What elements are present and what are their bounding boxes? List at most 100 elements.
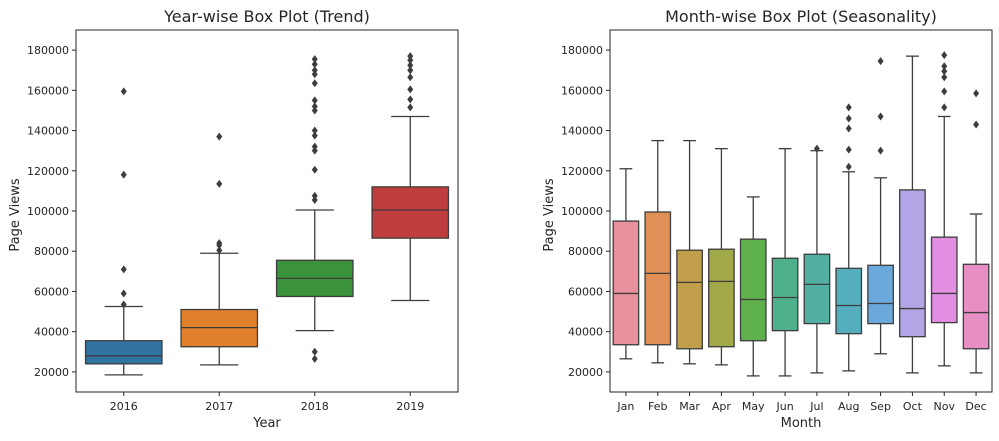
y-tick-label: 100000: [27, 205, 69, 218]
outlier-point: [877, 57, 884, 66]
outlier-point: [877, 112, 884, 121]
x-tick-label: 2019: [396, 400, 424, 413]
outlier-point: [216, 132, 223, 141]
y-tick-label: 180000: [561, 44, 603, 57]
x-tick-label: Nov: [934, 400, 956, 413]
x-tick-label: Dec: [965, 400, 986, 413]
y-tick-label: 100000: [561, 205, 603, 218]
chart-title: Month-wise Box Plot (Seasonality): [665, 7, 937, 26]
y-tick-label: 120000: [27, 165, 69, 178]
x-tick-label: Feb: [648, 400, 667, 413]
box-Jan: [612, 220, 640, 346]
outlier-point: [311, 79, 318, 88]
outlier-point: [311, 165, 318, 174]
x-tick-label: 2018: [301, 400, 329, 413]
outlier-point: [407, 73, 414, 82]
outlier-point: [407, 61, 414, 70]
y-tick-label: 160000: [27, 84, 69, 97]
outlier-point: [941, 103, 948, 112]
box-Aug: [835, 267, 863, 335]
outlier-point: [216, 246, 223, 255]
outlier-point: [311, 191, 318, 200]
box-2016: [84, 340, 163, 365]
box-Nov: [930, 236, 958, 324]
outlier-point: [120, 265, 127, 274]
outlier-point: [877, 146, 884, 155]
box-Apr: [708, 248, 735, 348]
outlier-point: [311, 96, 318, 105]
y-tick-label: 40000: [34, 326, 69, 339]
outlier-point: [120, 300, 127, 309]
box-Mar: [676, 249, 703, 350]
x-tick-label: 2017: [205, 400, 233, 413]
outlier-point: [311, 106, 318, 115]
x-axis-label: Year: [252, 416, 281, 431]
x-tick-label: Jul: [809, 400, 823, 413]
outlier-point: [407, 56, 414, 65]
y-tick-label: 180000: [27, 44, 69, 57]
outlier-point: [311, 126, 318, 135]
outlier-point: [407, 52, 414, 61]
y-tick-label: 80000: [34, 245, 69, 258]
outlier-point: [407, 66, 414, 75]
box-Sep: [867, 264, 894, 325]
y-axis-label: Page Views: [8, 178, 23, 251]
outlier-point: [311, 102, 318, 111]
x-tick-label: 2016: [110, 400, 138, 413]
outlier-point: [120, 289, 127, 298]
box-Feb: [644, 211, 672, 346]
y-tick-label: 160000: [561, 84, 603, 97]
outlier-point: [311, 66, 318, 75]
outlier-point: [311, 70, 318, 79]
box-Jun: [771, 257, 799, 332]
x-tick-label: Apr: [712, 400, 732, 413]
outlier-point: [845, 124, 852, 133]
outlier-point: [120, 87, 127, 96]
month-wise-box-plot: Month-wise Box Plot (Seasonality) Month …: [542, 7, 993, 431]
outlier-point: [216, 179, 223, 188]
outlier-point: [845, 114, 852, 123]
outlier-point: [311, 131, 318, 140]
outlier-point: [311, 195, 318, 204]
outlier-point: [216, 239, 223, 248]
outlier-point: [311, 146, 318, 155]
outlier-point: [941, 87, 948, 96]
plot-marks: 20000 40000 60000 80000 100000 120000 140000 16…: [27, 44, 450, 413]
outlier-point: [311, 354, 318, 363]
outlier-point: [407, 85, 414, 94]
plot-frame: [609, 29, 993, 393]
y-tick-label: 140000: [27, 125, 69, 138]
x-tick-label: Jun: [775, 400, 793, 413]
x-tick-label: Jan: [616, 400, 634, 413]
y-axis-label: Page Views: [542, 178, 557, 251]
y-tick-label: 120000: [561, 165, 603, 178]
x-tick-label: May: [742, 400, 765, 413]
year-wise-box-plot: Year-wise Box Plot (Trend) Year Page Vie…: [8, 7, 459, 431]
x-axis-label: Month: [781, 416, 822, 431]
outlier-point: [813, 144, 820, 153]
outlier-point: [311, 347, 318, 356]
x-tick-label: Oct: [903, 400, 923, 413]
plot-frame: [75, 29, 459, 393]
x-tick-label: Mar: [679, 400, 700, 413]
outlier-point: [941, 51, 948, 60]
y-tick-label: 60000: [34, 285, 69, 298]
outlier-point: [311, 60, 318, 69]
box-Oct: [899, 189, 926, 338]
outlier-point: [120, 170, 127, 179]
y-tick-label: 60000: [568, 285, 603, 298]
outlier-point: [407, 103, 414, 112]
outlier-point: [973, 120, 980, 129]
plot-marks: 20000 40000 60000 80000 100000 120000 140000 16…: [561, 44, 990, 413]
y-tick-label: 80000: [568, 245, 603, 258]
outlier-point: [845, 162, 852, 171]
y-tick-label: 20000: [568, 366, 603, 379]
box-May: [739, 238, 767, 342]
outlier-point: [941, 73, 948, 82]
chart-title: Year-wise Box Plot (Trend): [163, 7, 370, 26]
outlier-point: [311, 142, 318, 151]
box-Jul: [803, 253, 831, 325]
outlier-point: [845, 103, 852, 112]
